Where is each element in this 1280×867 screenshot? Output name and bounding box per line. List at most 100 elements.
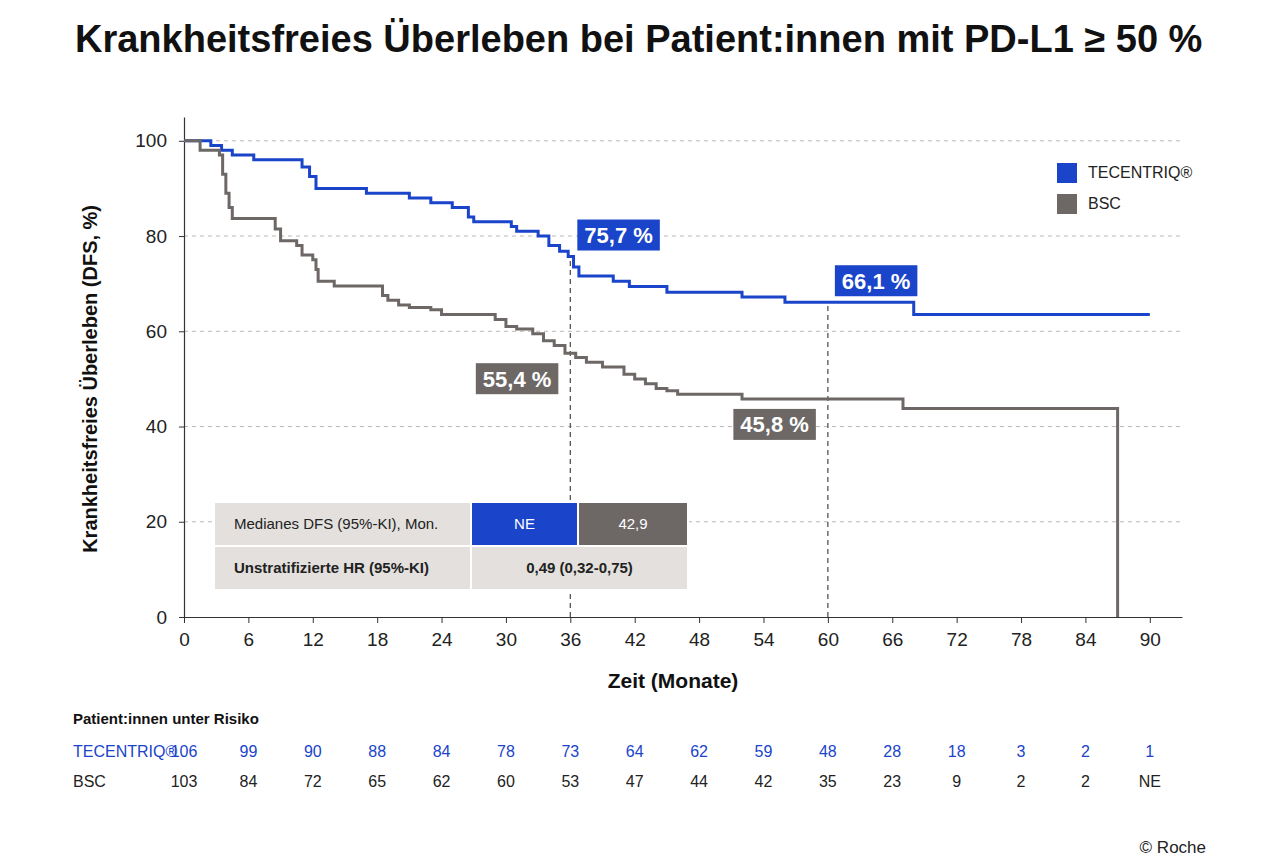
risk-value: 60 xyxy=(497,773,515,790)
series-line xyxy=(184,141,1118,617)
legend-swatch xyxy=(1057,163,1077,183)
x-tick-label: 18 xyxy=(367,629,388,650)
x-tick: 18 xyxy=(367,617,388,650)
table-cell xyxy=(471,546,688,590)
annotations: 75,7 %66,1 %55,4 %45,8 % xyxy=(476,220,918,440)
annotation: 75,7 % xyxy=(577,220,660,251)
x-tick: 90 xyxy=(1140,617,1161,650)
x-tick-label: 24 xyxy=(431,629,453,650)
x-tick-mark xyxy=(957,617,958,623)
x-tick-label: 12 xyxy=(303,629,324,650)
annotation: 45,8 % xyxy=(733,409,816,440)
y-tick: 80 xyxy=(146,226,184,247)
table-cell xyxy=(214,546,471,590)
y-axis-line xyxy=(184,118,185,618)
grid-line xyxy=(184,236,1182,237)
y-tick-mark xyxy=(179,522,184,523)
y-tick-label: 80 xyxy=(146,226,167,247)
risk-value: 23 xyxy=(883,773,901,790)
x-tick: 30 xyxy=(496,617,517,650)
series-line xyxy=(184,141,1150,315)
x-axis-title: Zeit (Monate) xyxy=(608,669,739,692)
y-tick-label: 0 xyxy=(156,607,167,628)
legend-label: TECENTRIQ® xyxy=(1088,164,1192,181)
risk-value: 103 xyxy=(171,773,198,790)
x-tick-mark xyxy=(570,617,571,623)
annotation: 55,4 % xyxy=(476,363,559,394)
x-tick-mark xyxy=(442,617,443,623)
risk-row-label: TECENTRIQ® xyxy=(73,743,177,760)
legend: TECENTRIQ® BSC xyxy=(1057,163,1192,214)
x-tick-mark xyxy=(184,617,185,623)
risk-value: 53 xyxy=(561,773,579,790)
x-axis: 061218243036424854606672788490 xyxy=(179,617,1182,650)
risk-value: 99 xyxy=(239,743,257,760)
risk-value: 2 xyxy=(1081,743,1090,760)
x-tick: 12 xyxy=(303,617,324,650)
x-tick-label: 30 xyxy=(496,629,517,650)
grid-line xyxy=(184,140,1182,141)
risk-value: 72 xyxy=(304,773,322,790)
chart-svg: Krankheitsfreies Überleben bei Patient:i… xyxy=(0,0,1280,867)
risk-value: 47 xyxy=(626,773,644,790)
y-tick: 40 xyxy=(146,416,184,437)
risk-value: 1 xyxy=(1145,743,1154,760)
risk-value: 62 xyxy=(433,773,451,790)
x-tick: 6 xyxy=(244,617,255,650)
x-tick-mark xyxy=(313,617,314,623)
y-tick-mark xyxy=(179,427,184,428)
risk-table: Patient:innen unter RisikoTECENTRIQ®1069… xyxy=(73,710,1161,790)
x-tick-mark xyxy=(377,617,378,623)
risk-value: 3 xyxy=(1017,743,1026,760)
annotation-label: 45,8 % xyxy=(740,412,809,437)
table-cell xyxy=(471,502,578,546)
x-tick-label: 54 xyxy=(753,629,775,650)
x-axis-line xyxy=(185,617,1183,618)
annotation-box xyxy=(476,363,559,394)
x-tick-label: 48 xyxy=(689,629,710,650)
y-tick-label: 20 xyxy=(146,511,167,532)
risk-value: NE xyxy=(1139,773,1161,790)
table-text: Unstratifizierte HR (95%-KI) xyxy=(234,559,429,576)
risk-value: 44 xyxy=(690,773,708,790)
x-tick-mark xyxy=(248,617,249,623)
risk-value: 78 xyxy=(497,743,515,760)
table-text: 0,49 (0,32-0,75) xyxy=(526,559,633,576)
risk-value: 2 xyxy=(1081,773,1090,790)
x-tick: 60 xyxy=(818,617,839,650)
risk-value: 64 xyxy=(626,743,644,760)
x-tick-label: 78 xyxy=(1011,629,1032,650)
y-tick-label: 40 xyxy=(146,416,167,437)
risk-value: 106 xyxy=(171,743,198,760)
x-tick-mark xyxy=(1085,617,1086,623)
risk-value: 2 xyxy=(1017,773,1026,790)
risk-value: 90 xyxy=(304,743,322,760)
x-tick: 66 xyxy=(882,617,903,650)
table-text: 42,9 xyxy=(618,515,647,532)
risk-value: 48 xyxy=(819,743,837,760)
risk-value: 62 xyxy=(690,743,708,760)
x-tick-mark xyxy=(828,617,829,623)
x-tick-mark xyxy=(1150,617,1151,623)
x-tick: 36 xyxy=(560,617,581,650)
y-tick-label: 60 xyxy=(146,321,167,342)
x-tick-mark xyxy=(506,617,507,623)
x-tick-label: 60 xyxy=(818,629,839,650)
y-tick: 60 xyxy=(146,321,184,342)
y-tick: 0 xyxy=(156,607,184,628)
risk-value: 84 xyxy=(239,773,257,790)
annotation-label: 55,4 % xyxy=(483,367,552,392)
risk-row-label: BSC xyxy=(73,773,106,790)
x-tick-mark xyxy=(1021,617,1022,623)
x-tick: 72 xyxy=(947,617,968,650)
x-tick-mark xyxy=(892,617,893,623)
title: Krankheitsfreies Überleben bei Patient:i… xyxy=(75,18,1202,60)
grid-line xyxy=(184,331,1182,332)
annotation-box xyxy=(733,409,816,440)
risk-value: 84 xyxy=(433,743,451,760)
x-tick-label: 84 xyxy=(1075,629,1097,650)
legend-swatch xyxy=(1057,194,1077,214)
table-cell xyxy=(578,502,688,546)
legend-label: BSC xyxy=(1088,195,1121,212)
risk-value: 59 xyxy=(755,743,773,760)
